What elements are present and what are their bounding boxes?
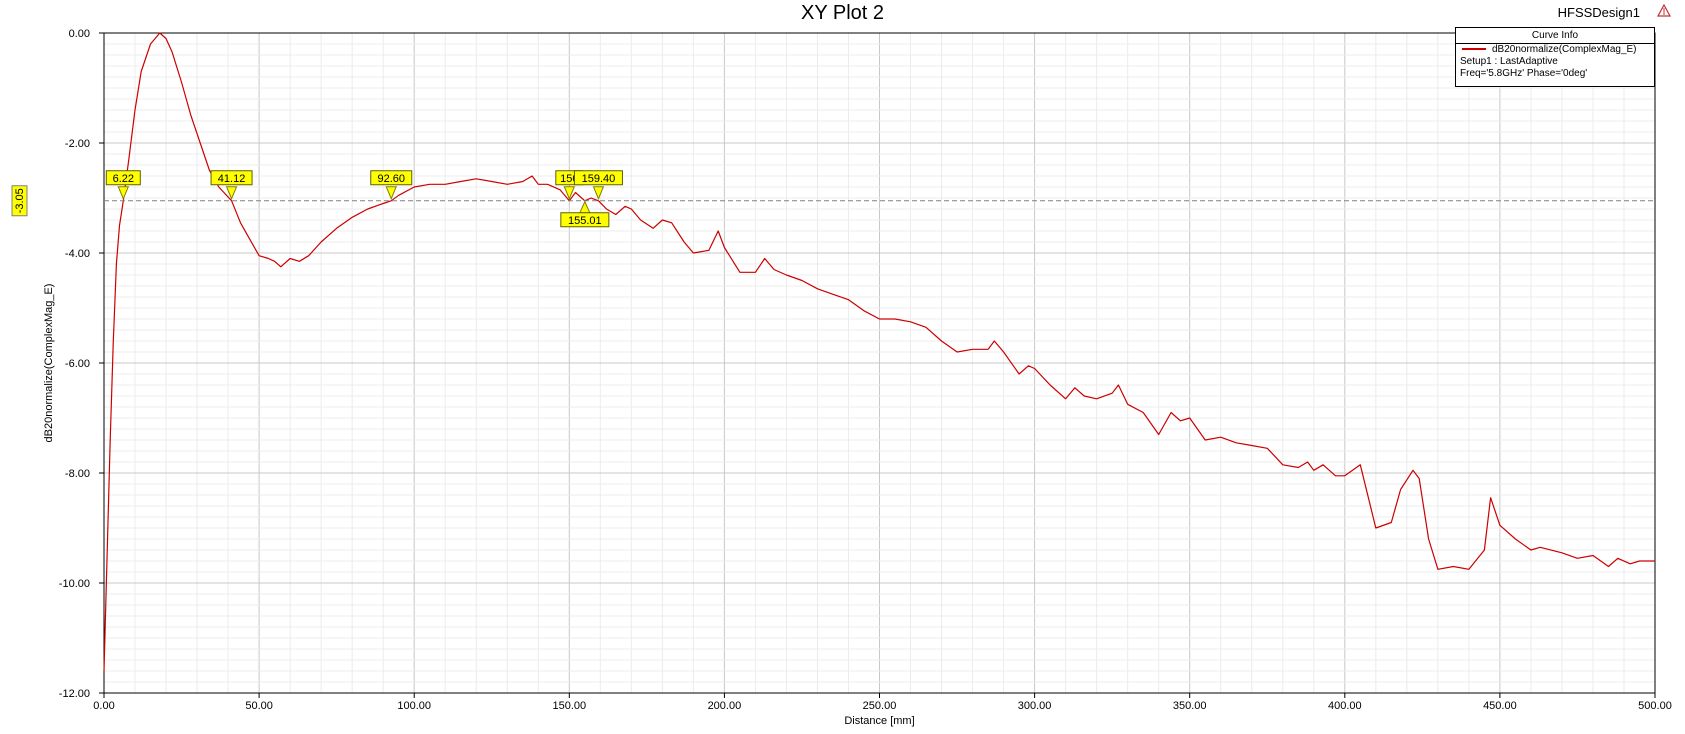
legend-swatch: [1462, 48, 1486, 51]
marker-triangle: [579, 200, 591, 214]
x-tick-label: 350.00: [1173, 700, 1207, 712]
reference-line-label-box: [11, 185, 28, 217]
series-layer: [103, 32, 1655, 672]
axes: 0.00 50.00 100.00 150.00 200.00 250.00 300.00 3…: [59, 28, 1672, 712]
marker-triangle: [117, 186, 130, 201]
legend-title: Curve Info: [1456, 28, 1654, 44]
marker-label-box: [210, 170, 253, 186]
ansys-logo-icon: [1657, 4, 1671, 17]
x-tick-label: 500.00: [1638, 700, 1672, 712]
series-line: [103, 32, 1655, 672]
marker-label: 41.12: [218, 173, 246, 185]
y-tick-label: -6.00: [65, 358, 90, 370]
design-name: HFSSDesign1: [1557, 5, 1640, 20]
marker-label: 155.01: [568, 215, 602, 227]
marker-label: 159.40: [582, 173, 616, 185]
marker-label: 92.60: [377, 173, 405, 185]
y-tick-label: -8.00: [65, 468, 90, 480]
x-tick-label: 450.00: [1483, 700, 1517, 712]
reference-line-label: -3.05: [14, 188, 26, 213]
x-tick-label: 0.00: [93, 700, 114, 712]
marker-triangle: [563, 186, 576, 201]
legend-freq-text: Freq='5.8GHz' Phase='0deg': [1460, 68, 1588, 79]
marker-label: 150: [560, 173, 578, 185]
marker-label-box: [573, 170, 623, 186]
marker-label-box: [105, 170, 141, 186]
x-tick-label: 100.00: [397, 700, 431, 712]
grid: [103, 32, 1656, 694]
x-tick-label: 150.00: [552, 700, 586, 712]
plot-title: XY Plot 2: [800, 2, 885, 24]
x-tick-label: 50.00: [245, 700, 273, 712]
y-tick-label: -4.00: [65, 248, 90, 260]
marker-layer: -3.05 6.22 41.12 92.60 150 159.40 155.01: [11, 170, 1655, 228]
y-tick-label: 0.00: [69, 28, 90, 40]
x-tick-label: 250.00: [863, 700, 897, 712]
y-tick-label: -2.00: [65, 138, 90, 150]
y-tick-label: -12.00: [59, 688, 90, 700]
marker-triangle: [385, 186, 397, 201]
marker-triangle: [225, 186, 238, 201]
marker-label-box: [370, 170, 413, 186]
x-tick-label: 200.00: [708, 700, 742, 712]
x-axis-title: Distance [mm]: [844, 715, 914, 727]
marker-triangle: [592, 186, 605, 201]
marker-label: 6.22: [113, 173, 134, 185]
y-axis-title: dB20normalize(ComplexMag_E): [43, 284, 55, 443]
x-tick-label: 400.00: [1328, 700, 1362, 712]
legend-series-label: dB20normalize(ComplexMag_E): [1492, 44, 1637, 55]
curve-info-legend[interactable]: Curve Info dB20normalize(ComplexMag_E) S…: [1455, 27, 1655, 87]
x-tick-label: 300.00: [1018, 700, 1052, 712]
legend-setup-text: Setup1 : LastAdaptive: [1460, 56, 1558, 67]
marker-label-box: [560, 212, 610, 228]
y-tick-label: -10.00: [59, 578, 90, 590]
legend-series-row[interactable]: dB20normalize(ComplexMag_E): [1456, 44, 1654, 56]
